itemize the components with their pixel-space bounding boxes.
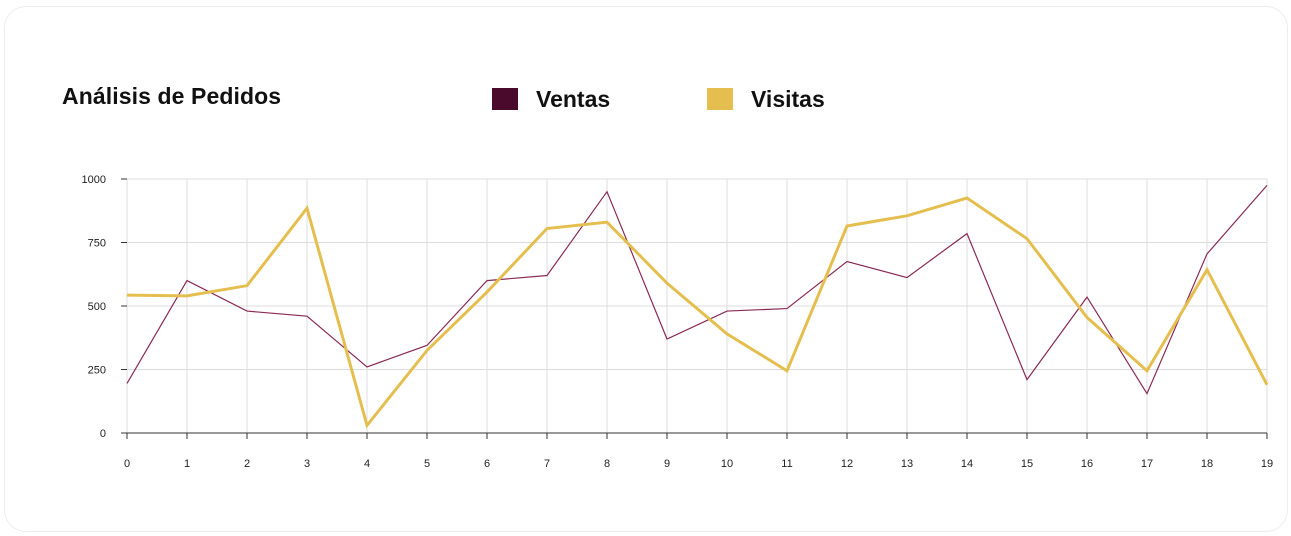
legend-item-visitas[interactable]: Visitas	[707, 83, 825, 115]
x-tick-label: 9	[664, 458, 670, 470]
legend-swatch-visitas	[707, 88, 733, 110]
x-tick-label: 12	[841, 458, 853, 470]
legend-item-ventas[interactable]: Ventas	[492, 83, 610, 115]
series-line-visitas	[126, 196, 1269, 429]
x-tick-label: 19	[1261, 458, 1273, 470]
x-tick-label: 8	[604, 458, 610, 470]
x-tick-label: 1	[184, 458, 190, 470]
x-tick-label: 6	[484, 458, 490, 470]
x-tick-label: 10	[721, 458, 733, 470]
x-tick-label: 7	[544, 458, 550, 470]
chart-series	[126, 184, 1269, 429]
x-tick-label: 4	[364, 458, 370, 470]
chart-axes	[121, 178, 1268, 439]
y-tick-label: 0	[100, 428, 106, 440]
legend-label-ventas: Ventas	[536, 85, 611, 112]
x-tick-label: 2	[244, 458, 250, 470]
y-tick-label: 1000	[82, 174, 106, 186]
chart-grid	[126, 178, 1268, 434]
chart-card: Análisis de Pedidos Ventas Visitas	[4, 6, 1288, 532]
legend-label-visitas: Visitas	[751, 85, 825, 112]
y-tick-label: 500	[88, 301, 106, 313]
legend-swatch-ventas	[492, 88, 518, 110]
x-axis-tick-labels: 0 1 2 3 4 5 6 7 8 9 10 11 12 13 14 15 16 17 18 19	[124, 458, 1273, 470]
x-tick-label: 18	[1201, 458, 1213, 470]
x-tick-label: 11	[781, 458, 792, 470]
x-tick-label: 5	[424, 458, 430, 470]
x-tick-label: 17	[1141, 458, 1153, 470]
series-line-ventas	[126, 184, 1268, 395]
x-tick-label: 15	[1021, 458, 1033, 470]
chart-title: Análisis de Pedidos	[62, 83, 282, 109]
x-tick-label: 13	[901, 458, 913, 470]
x-tick-label: 16	[1081, 458, 1093, 470]
y-tick-label: 750	[88, 238, 106, 250]
y-tick-label: 250	[88, 365, 106, 377]
y-axis-tick-labels: 0 250 500 750 1000	[82, 174, 106, 440]
x-tick-label: 0	[124, 458, 130, 470]
x-tick-label: 3	[304, 458, 310, 470]
x-tick-label: 14	[961, 458, 973, 470]
